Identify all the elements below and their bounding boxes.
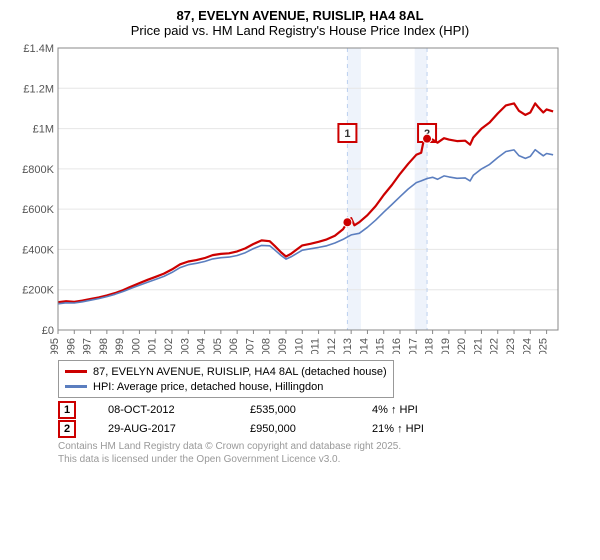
svg-text:2004: 2004 — [196, 338, 208, 354]
svg-text:2011: 2011 — [310, 338, 322, 354]
legend-label: HPI: Average price, detached house, Hill… — [93, 381, 323, 393]
svg-text:2013: 2013 — [342, 338, 354, 354]
svg-text:2025: 2025 — [538, 338, 550, 354]
svg-text:2023: 2023 — [505, 338, 517, 354]
svg-text:2022: 2022 — [489, 338, 501, 354]
chart-subtitle: Price paid vs. HM Land Registry's House … — [12, 23, 588, 38]
svg-text:2008: 2008 — [261, 338, 273, 354]
chart-area: £0£200K£400K£600K£800K£1M£1.2M£1.4M12199… — [12, 44, 588, 354]
credit-line-1: Contains HM Land Registry data © Crown c… — [58, 441, 588, 454]
chart-title: 87, EVELYN AVENUE, RUISLIP, HA4 8AL — [12, 8, 588, 23]
svg-text:2012: 2012 — [326, 338, 338, 354]
sale-marker: 2 — [58, 420, 76, 438]
svg-text:£200K: £200K — [22, 285, 54, 297]
svg-text:£0: £0 — [42, 325, 54, 337]
svg-text:2007: 2007 — [244, 338, 256, 354]
svg-text:2024: 2024 — [521, 338, 533, 354]
svg-text:2006: 2006 — [228, 338, 240, 354]
svg-text:2015: 2015 — [375, 338, 387, 354]
credits: Contains HM Land Registry data © Crown c… — [58, 441, 588, 466]
sale-pct: 4% ↑ HPI — [372, 404, 462, 416]
sale-row: 1 08-OCT-2012 £535,000 4% ↑ HPI — [58, 402, 588, 418]
svg-text:£1.4M: £1.4M — [23, 44, 54, 55]
svg-text:1: 1 — [344, 128, 350, 140]
svg-text:1999: 1999 — [114, 338, 126, 354]
legend-item: HPI: Average price, detached house, Hill… — [65, 379, 387, 394]
svg-text:1998: 1998 — [98, 338, 110, 354]
svg-text:1997: 1997 — [82, 338, 94, 354]
svg-text:2018: 2018 — [424, 338, 436, 354]
legend-item: 87, EVELYN AVENUE, RUISLIP, HA4 8AL (det… — [65, 364, 387, 379]
sale-pct: 21% ↑ HPI — [372, 423, 462, 435]
svg-text:2000: 2000 — [130, 338, 142, 354]
svg-text:1995: 1995 — [49, 338, 61, 354]
credit-line-2: This data is licensed under the Open Gov… — [58, 454, 588, 467]
svg-text:£1M: £1M — [33, 124, 54, 136]
sale-date: 29-AUG-2017 — [108, 423, 218, 435]
legend-label: 87, EVELYN AVENUE, RUISLIP, HA4 8AL (det… — [93, 366, 387, 378]
svg-text:2014: 2014 — [358, 338, 370, 354]
svg-text:£800K: £800K — [22, 164, 54, 176]
svg-text:2001: 2001 — [147, 338, 159, 354]
legend-swatch — [65, 370, 87, 373]
sale-price: £950,000 — [250, 423, 340, 435]
svg-text:2002: 2002 — [163, 338, 175, 354]
svg-text:2016: 2016 — [391, 338, 403, 354]
legend-swatch — [65, 385, 87, 388]
svg-text:2019: 2019 — [440, 338, 452, 354]
svg-text:2009: 2009 — [277, 338, 289, 354]
sale-price: £535,000 — [250, 404, 340, 416]
svg-text:2003: 2003 — [179, 338, 191, 354]
svg-text:2020: 2020 — [456, 338, 468, 354]
svg-text:£400K: £400K — [22, 244, 54, 256]
svg-text:£600K: £600K — [22, 204, 54, 216]
sale-row: 2 29-AUG-2017 £950,000 21% ↑ HPI — [58, 421, 588, 437]
svg-text:£1.2M: £1.2M — [23, 83, 54, 95]
chart-container: 87, EVELYN AVENUE, RUISLIP, HA4 8AL Pric… — [0, 0, 600, 560]
svg-text:1996: 1996 — [65, 338, 77, 354]
sale-date: 08-OCT-2012 — [108, 404, 218, 416]
svg-text:2017: 2017 — [407, 338, 419, 354]
line-chart: £0£200K£400K£600K£800K£1M£1.2M£1.4M12199… — [12, 44, 572, 354]
sale-marker: 1 — [58, 401, 76, 419]
svg-text:2021: 2021 — [472, 338, 484, 354]
legend: 87, EVELYN AVENUE, RUISLIP, HA4 8AL (det… — [58, 360, 558, 398]
svg-text:2010: 2010 — [293, 338, 305, 354]
svg-text:2005: 2005 — [212, 338, 224, 354]
